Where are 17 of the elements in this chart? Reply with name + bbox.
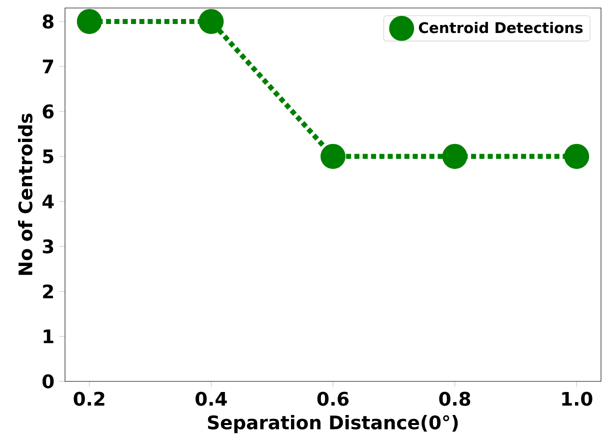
y-tick-label: 6: [42, 104, 54, 119]
y-tick-label: 1: [44, 330, 54, 344]
y-tick-label: 2: [43, 284, 53, 298]
y-tick-label: 5: [43, 149, 54, 164]
x-tick-label: 0.8: [439, 392, 470, 406]
x-tick-label: 0.6: [317, 392, 349, 406]
x-tick-label: 0.2: [74, 392, 104, 406]
y-axis-title: No of Centroids: [18, 114, 32, 275]
y-tick-label: 3: [42, 239, 54, 254]
x-tick-label: 1.0: [562, 392, 592, 406]
y-tick-label: 4: [42, 194, 54, 208]
x-tick-label: 0.4: [196, 392, 227, 406]
y-tick-label: 8: [42, 14, 54, 29]
y-tick-label: 7: [42, 60, 54, 74]
y-tick-label: 0: [42, 374, 54, 388]
legend-label: Centroid Detections: [418, 22, 583, 34]
x-axis-title: Separation Distance(0°): [208, 415, 458, 434]
